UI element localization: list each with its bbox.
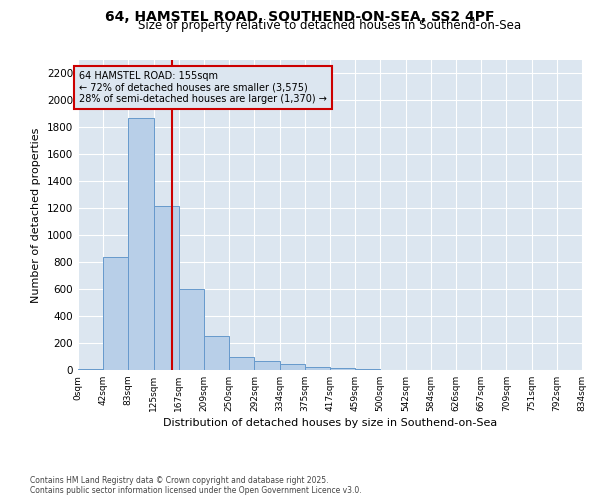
Bar bbox=[128, 118, 154, 370]
Title: Size of property relative to detached houses in Southend-on-Sea: Size of property relative to detached ho… bbox=[139, 20, 521, 32]
Bar bbox=[305, 368, 330, 370]
Text: 64, HAMSTEL ROAD, SOUTHEND-ON-SEA, SS2 4PF: 64, HAMSTEL ROAD, SOUTHEND-ON-SEA, SS2 4… bbox=[105, 10, 495, 24]
Text: Contains HM Land Registry data © Crown copyright and database right 2025.
Contai: Contains HM Land Registry data © Crown c… bbox=[30, 476, 362, 495]
Bar bbox=[280, 364, 305, 370]
X-axis label: Distribution of detached houses by size in Southend-on-Sea: Distribution of detached houses by size … bbox=[163, 418, 497, 428]
Bar bbox=[229, 356, 254, 370]
Bar bbox=[254, 361, 280, 370]
Bar bbox=[103, 257, 128, 370]
Bar bbox=[205, 336, 229, 370]
Bar bbox=[330, 368, 355, 370]
Text: 64 HAMSTEL ROAD: 155sqm
← 72% of detached houses are smaller (3,575)
28% of semi: 64 HAMSTEL ROAD: 155sqm ← 72% of detache… bbox=[79, 71, 327, 104]
Y-axis label: Number of detached properties: Number of detached properties bbox=[31, 128, 41, 302]
Bar bbox=[179, 289, 205, 370]
Bar bbox=[154, 206, 179, 370]
